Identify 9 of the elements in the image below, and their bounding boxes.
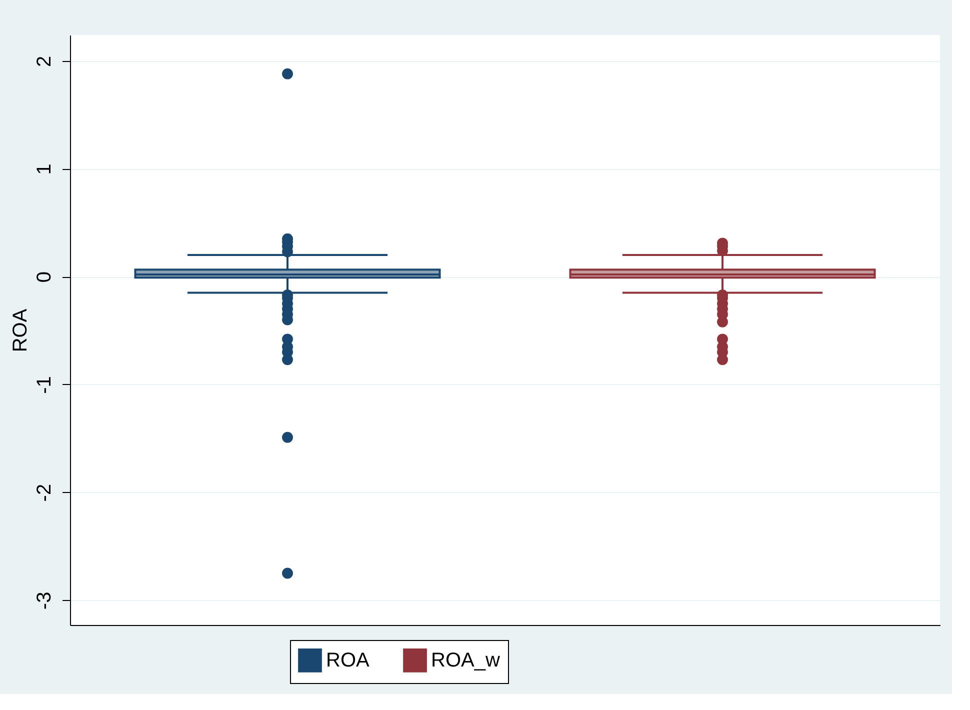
y-tick-label: 2	[34, 56, 56, 67]
legend-label: ROA	[326, 649, 370, 672]
y-tick-label: -3	[34, 592, 56, 610]
y-tick-label: 0	[34, 272, 56, 283]
y-tick-label: 1	[34, 164, 56, 175]
legend-label: ROA_w	[431, 649, 500, 672]
y-axis-title: ROA	[10, 308, 32, 352]
y-tick-label: -2	[34, 484, 56, 502]
y-tick-label: -1	[34, 376, 56, 394]
